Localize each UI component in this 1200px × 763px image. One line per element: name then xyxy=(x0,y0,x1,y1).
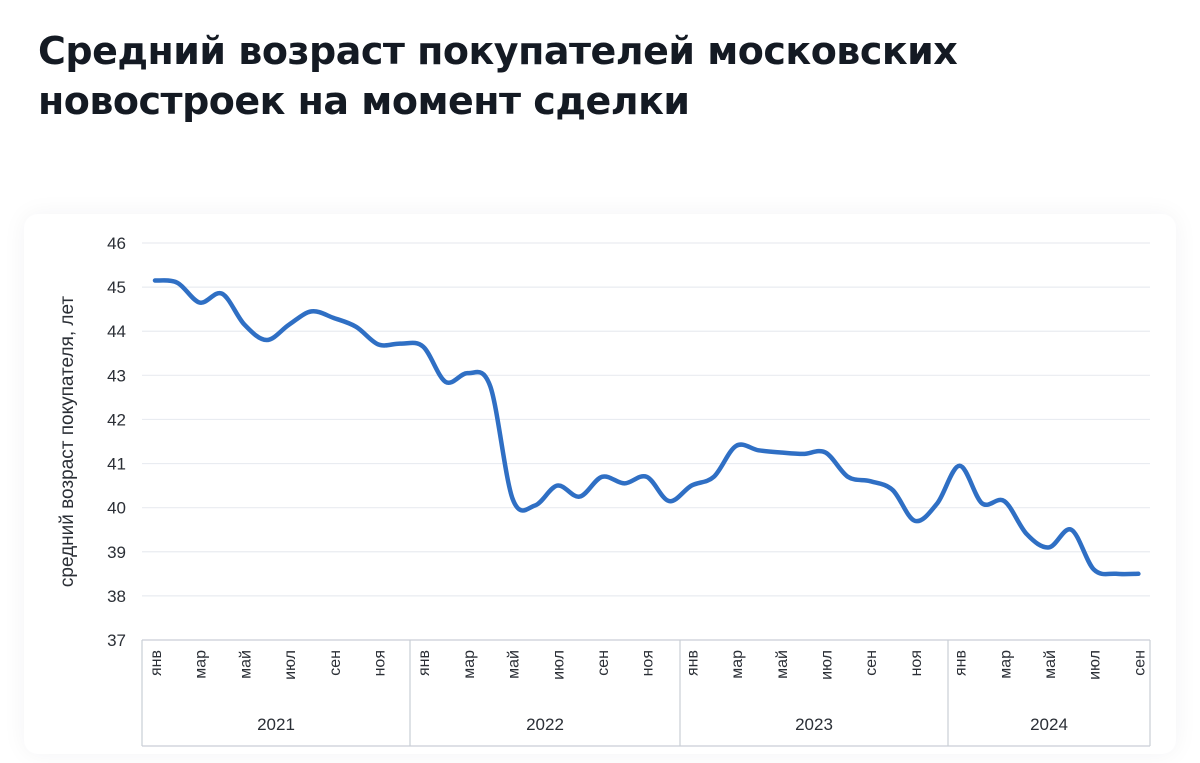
y-tick-label: 46 xyxy=(107,234,126,253)
x-tick-label: июл xyxy=(282,650,299,680)
y-tick-label: 38 xyxy=(107,587,126,606)
year-label: 2022 xyxy=(526,715,564,734)
x-tick-label: май xyxy=(774,650,791,679)
x-tick-label: июл xyxy=(819,650,836,680)
x-tick-label: июл xyxy=(1087,650,1104,680)
y-tick-label: 43 xyxy=(107,366,126,385)
x-tick-label: мар xyxy=(193,650,210,679)
y-tick-label: 42 xyxy=(107,410,126,429)
chart-card xyxy=(24,214,1176,754)
series-line xyxy=(152,278,1141,577)
x-tick-label: сен xyxy=(1131,650,1148,676)
year-label: 2021 xyxy=(257,715,295,734)
series-line-layer xyxy=(152,278,1141,577)
x-tick-label: янв xyxy=(416,650,433,676)
x-axis-frame xyxy=(141,639,1151,747)
x-tick-label: мар xyxy=(461,650,478,679)
x-axis-years: 2021 2022 2023 2024 xyxy=(257,715,1068,734)
year-label: 2024 xyxy=(1030,715,1068,734)
x-axis-ticks: янв мар май июл сен ноя янв мар май июл сен ноя янв м… xyxy=(148,650,1148,680)
x-tick-label: мар xyxy=(729,650,746,679)
y-tick-label: 37 xyxy=(107,631,126,650)
y-tick-label: 39 xyxy=(107,543,126,562)
y-tick-label: 40 xyxy=(107,499,126,518)
x-tick-label: июл xyxy=(550,650,567,680)
year-label: 2023 xyxy=(795,715,833,734)
x-tick-label: ноя xyxy=(372,650,389,676)
y-tick-label: 41 xyxy=(107,455,126,474)
y-tick-label: 44 xyxy=(107,322,126,341)
x-tick-label: янв xyxy=(684,650,701,676)
grid-lines xyxy=(142,242,1150,597)
x-tick-label: сен xyxy=(863,650,880,676)
x-tick-label: янв xyxy=(148,650,165,676)
x-tick-label: май xyxy=(506,650,523,679)
y-axis-ticks: 37 38 39 40 41 42 43 44 45 46 xyxy=(107,234,126,650)
x-tick-label: сен xyxy=(595,650,612,676)
x-tick-label: сен xyxy=(327,650,344,676)
x-tick-label: ноя xyxy=(908,650,925,676)
x-tick-label: май xyxy=(237,650,254,679)
x-tick-label: ноя xyxy=(640,650,657,676)
y-tick-label: 45 xyxy=(107,278,126,297)
x-tick-label: янв xyxy=(953,650,970,676)
x-tick-label: мар xyxy=(997,650,1014,679)
page-title: Средний возраст покупателей московских н… xyxy=(38,29,958,123)
x-tick-label: май xyxy=(1042,650,1059,679)
y-axis-label: средний возраст покупателя, лет xyxy=(57,296,78,588)
